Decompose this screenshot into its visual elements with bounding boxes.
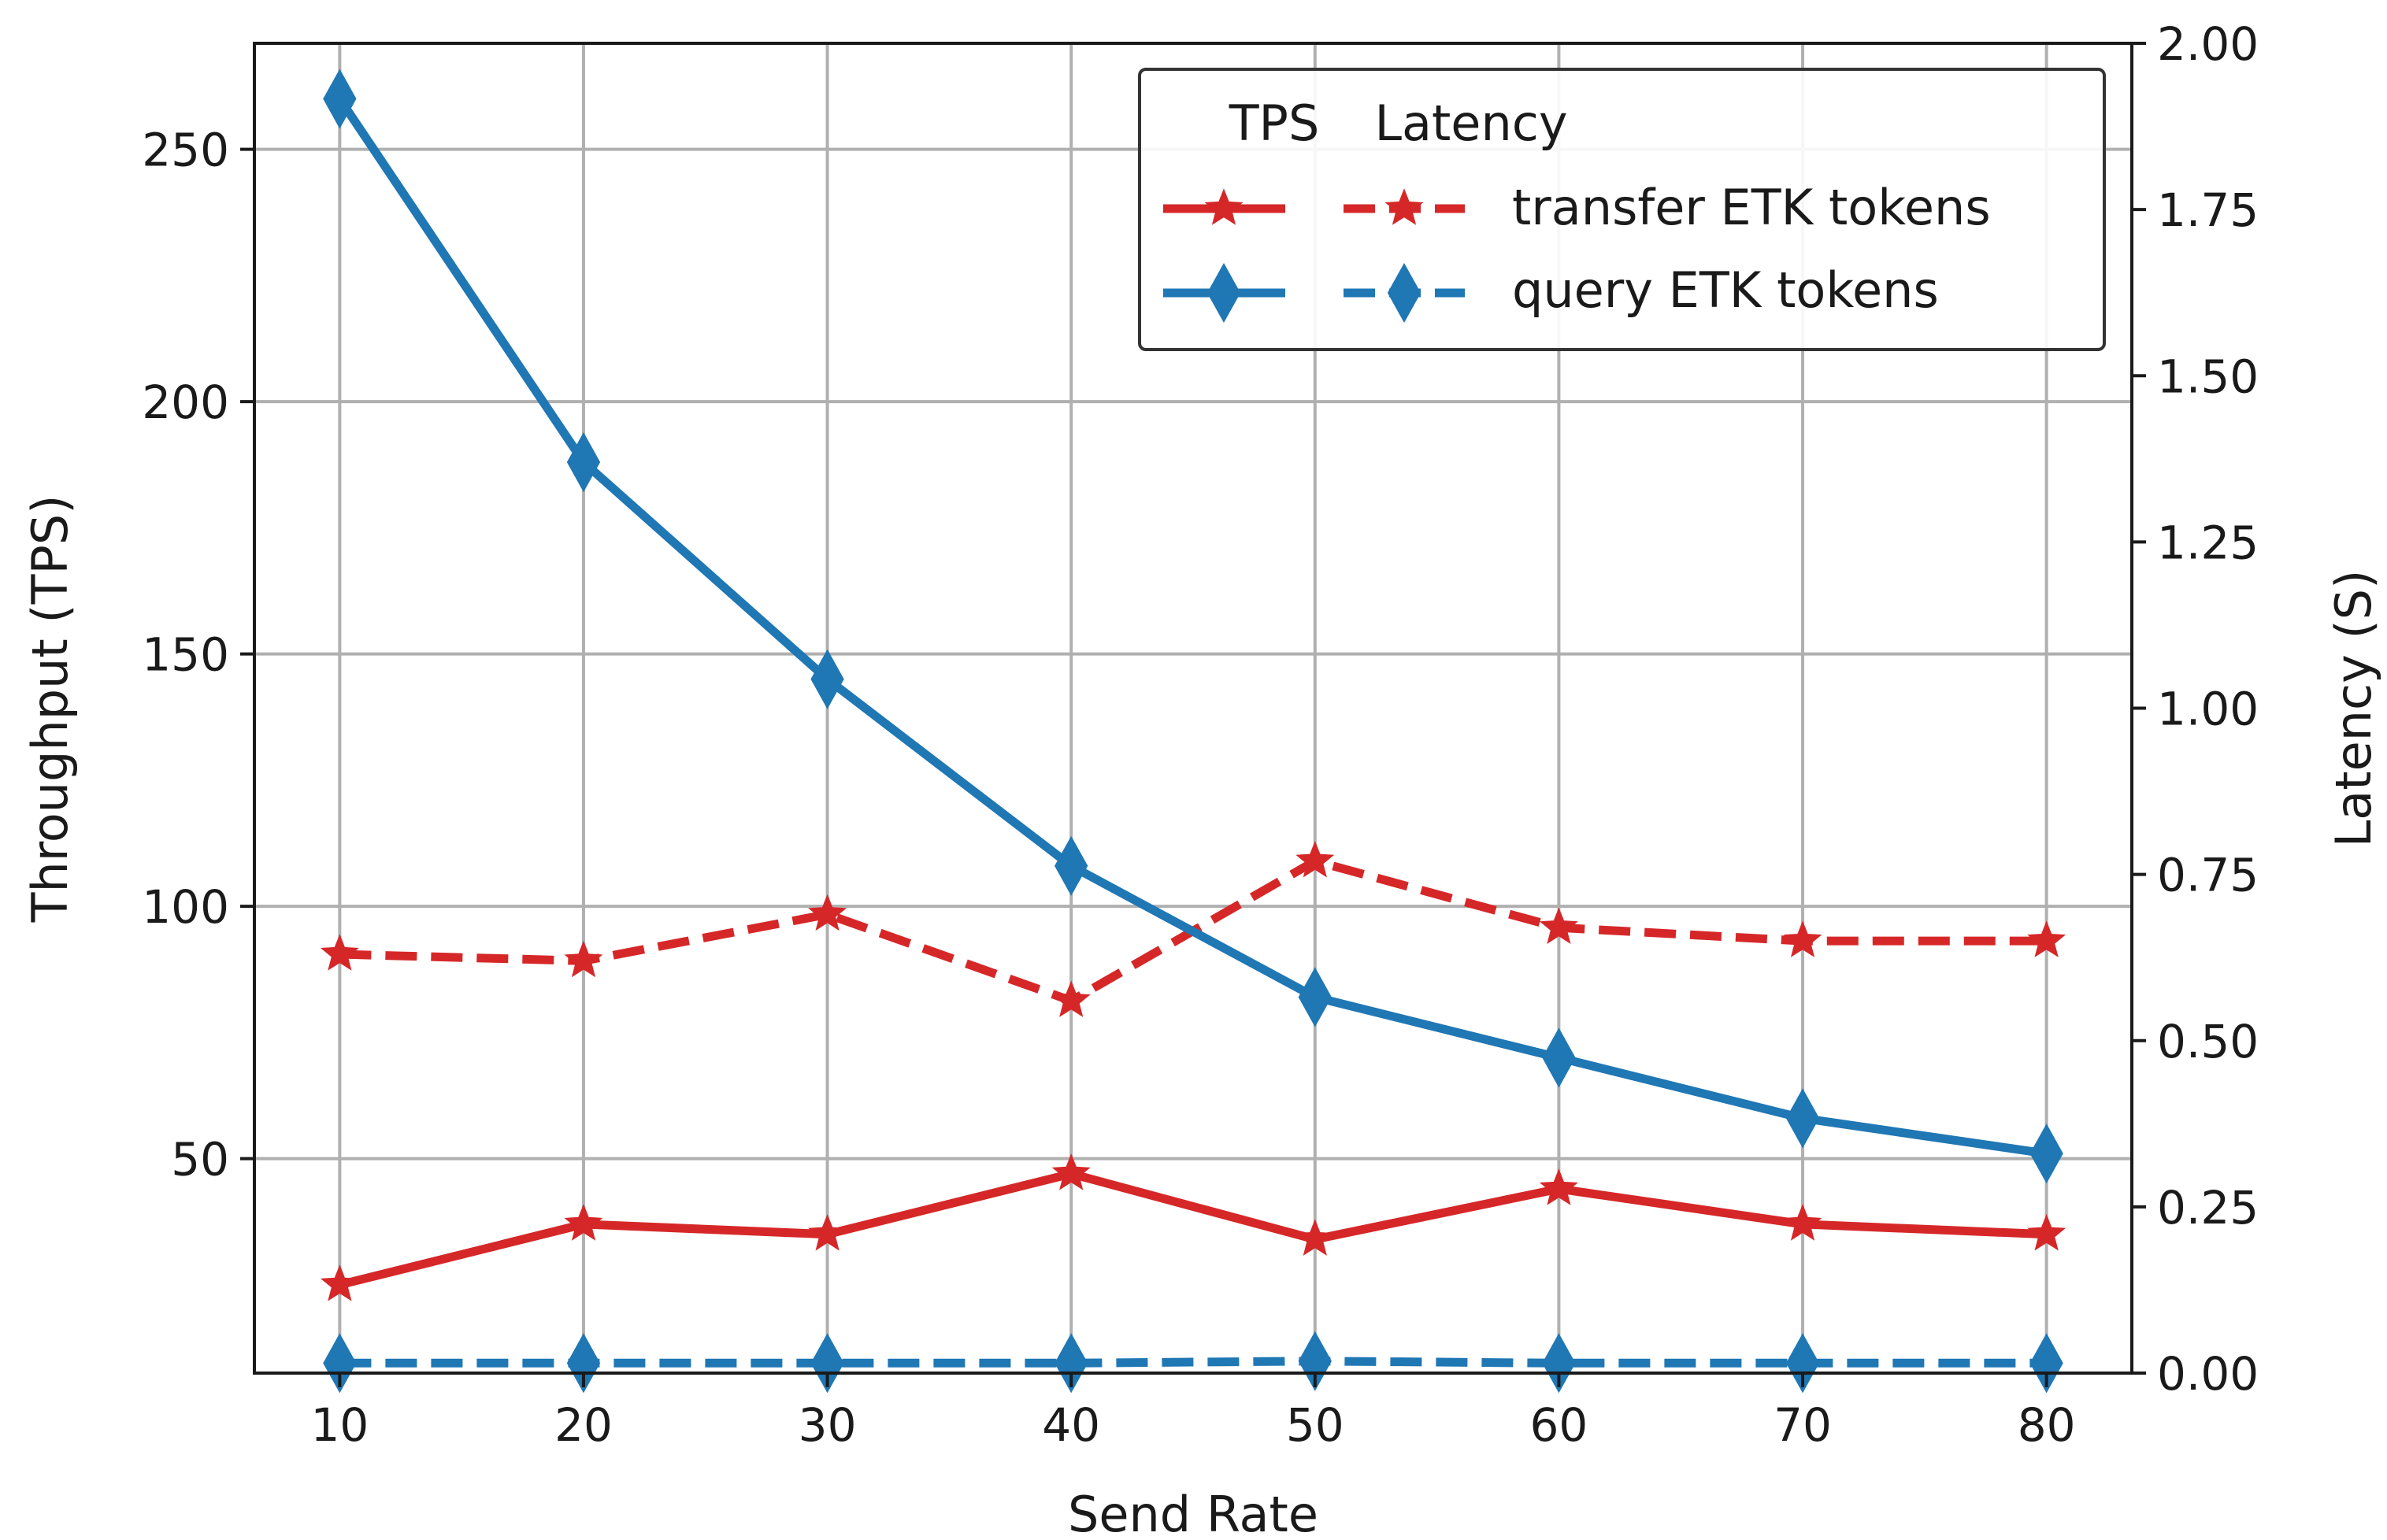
data-point-query-latency [1785, 1333, 1820, 1394]
data-point-transfer-latency [564, 940, 603, 978]
data-point-transfer-tps [1295, 1219, 1335, 1256]
data-point-query-latency [566, 1333, 601, 1394]
y-tick-label-right: 1.25 [2157, 516, 2259, 569]
y-axis-left-title: Throughput (TPS) [21, 495, 79, 924]
data-point-query-tps [323, 68, 357, 129]
y-tick-label-right: 1.50 [2157, 350, 2259, 403]
data-point-query-tps [1055, 835, 1088, 896]
data-point-query-tps [810, 649, 844, 709]
data-point-query-tps [1785, 1088, 1820, 1149]
y-tick-label-right: 0.00 [2157, 1347, 2259, 1401]
data-point-query-latency [810, 1333, 844, 1394]
data-point-transfer-latency [1051, 980, 1091, 1017]
data-point-query-latency [2029, 1333, 2063, 1394]
y-tick-label-right: 0.75 [2157, 849, 2259, 902]
x-tick-label: 60 [1530, 1398, 1588, 1452]
data-point-transfer-tps [2027, 1213, 2066, 1251]
y-tick-label-right: 1.00 [2157, 683, 2259, 736]
data-point-query-tps [1542, 1027, 1576, 1088]
series-line-query-tps [335, 96, 2048, 1158]
legend-swatch-transfer-latency-marker [1384, 188, 1424, 225]
ticks: 10 20 30 40 50 60 70 80 50 100 150 200 250 0.00 0.25 0.… [142, 17, 2259, 1452]
data-point-transfer-latency [1539, 907, 1578, 945]
legend-box [1138, 68, 2106, 351]
y-tick-label-right: 0.25 [2157, 1181, 2259, 1235]
data-point-transfer-tps [1783, 1204, 1822, 1241]
legend-swatch-transfer-tps-marker [1204, 188, 1244, 225]
data-point-transfer-tps [1539, 1168, 1578, 1205]
series-transfer-tps [320, 1153, 2066, 1301]
x-axis-title: Send Rate [1068, 1486, 1318, 1540]
legend-swatches [1163, 188, 1465, 324]
x-tick-label: 70 [1774, 1398, 1832, 1452]
y-tick-label-right: 0.50 [2157, 1015, 2259, 1068]
series-layer [320, 68, 2066, 1394]
y-tick-label-right: 2.00 [2157, 17, 2259, 71]
series-query-latency [323, 1331, 2063, 1394]
legend-swatch-query-tps-marker [1206, 262, 1241, 324]
data-point-query-latency [1055, 1333, 1088, 1394]
legend-label-query: query ETK tokens [1512, 261, 1939, 319]
data-point-transfer-latency [2027, 920, 2066, 957]
legend-label-transfer: transfer ETK tokens [1512, 179, 1991, 236]
data-point-query-latency [323, 1333, 357, 1394]
y-tick-label-left: 100 [142, 880, 229, 934]
data-point-transfer-latency [1295, 840, 1335, 878]
data-point-query-latency [1542, 1333, 1576, 1394]
data-point-transfer-tps [1051, 1153, 1091, 1190]
x-tick-label: 80 [2018, 1398, 2076, 1452]
data-point-transfer-latency [320, 934, 359, 971]
y-tick-label-left: 250 [142, 124, 229, 177]
legend-header-latency: Latency [1374, 94, 1567, 152]
x-tick-label: 50 [1286, 1398, 1344, 1452]
y-tick-label-left: 150 [142, 628, 229, 682]
data-point-query-tps [566, 431, 601, 493]
y-tick-label-left: 200 [142, 376, 229, 429]
y-tick-label-left: 50 [171, 1133, 229, 1186]
x-tick-label: 10 [310, 1398, 369, 1452]
series-query-tps [323, 68, 2063, 1184]
y-axis-right-title: Latency (S) [2325, 570, 2382, 848]
data-point-transfer-tps [564, 1204, 603, 1241]
x-tick-label: 20 [554, 1398, 613, 1452]
x-tick-label: 30 [799, 1398, 857, 1452]
data-point-query-tps [1298, 967, 1332, 1027]
legend-swatch-query-latency-marker [1387, 262, 1421, 324]
data-point-transfer-tps [808, 1213, 847, 1251]
legend-header-tps: TPS [1229, 94, 1320, 152]
y-tick-label-right: 1.75 [2157, 183, 2259, 237]
series-line-query-latency [339, 1357, 2047, 1368]
data-point-query-tps [2029, 1124, 2063, 1184]
legend: TPS Latency transfer ETK tokens query ET… [1138, 68, 2106, 351]
data-point-transfer-latency [1783, 920, 1822, 957]
data-point-transfer-tps [320, 1264, 359, 1301]
series-line-transfer-tps [339, 1169, 2047, 1290]
data-point-transfer-latency [808, 894, 847, 931]
x-tick-label: 40 [1042, 1398, 1100, 1452]
data-point-query-latency [1298, 1331, 1332, 1391]
